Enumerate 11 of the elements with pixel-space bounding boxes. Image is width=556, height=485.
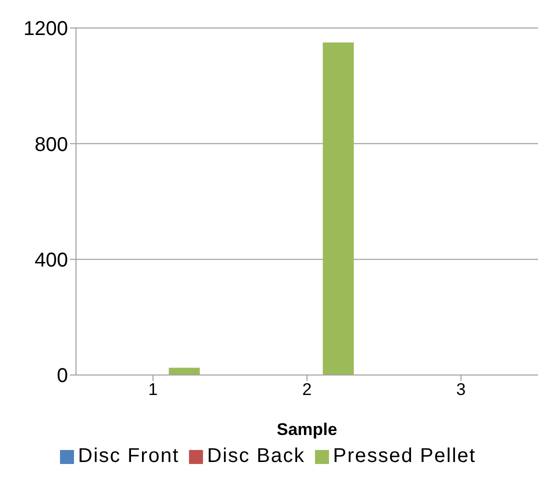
legend-label: Pressed Pellet [333,445,476,467]
y-tick-label: 0 [56,365,68,388]
y-tick-label: 400 [34,249,68,272]
x-axis-title: Sample [276,420,338,439]
x-tick-label: 2 [302,380,312,400]
y-tick-label: 800 [34,134,68,156]
legend-label: Disc Front [78,445,180,467]
x-tick-label: 3 [456,380,466,400]
legend-label: Disc Back [207,445,306,467]
x-tick-label: 1 [148,380,158,400]
y-tick-label: 1200 [24,18,68,40]
